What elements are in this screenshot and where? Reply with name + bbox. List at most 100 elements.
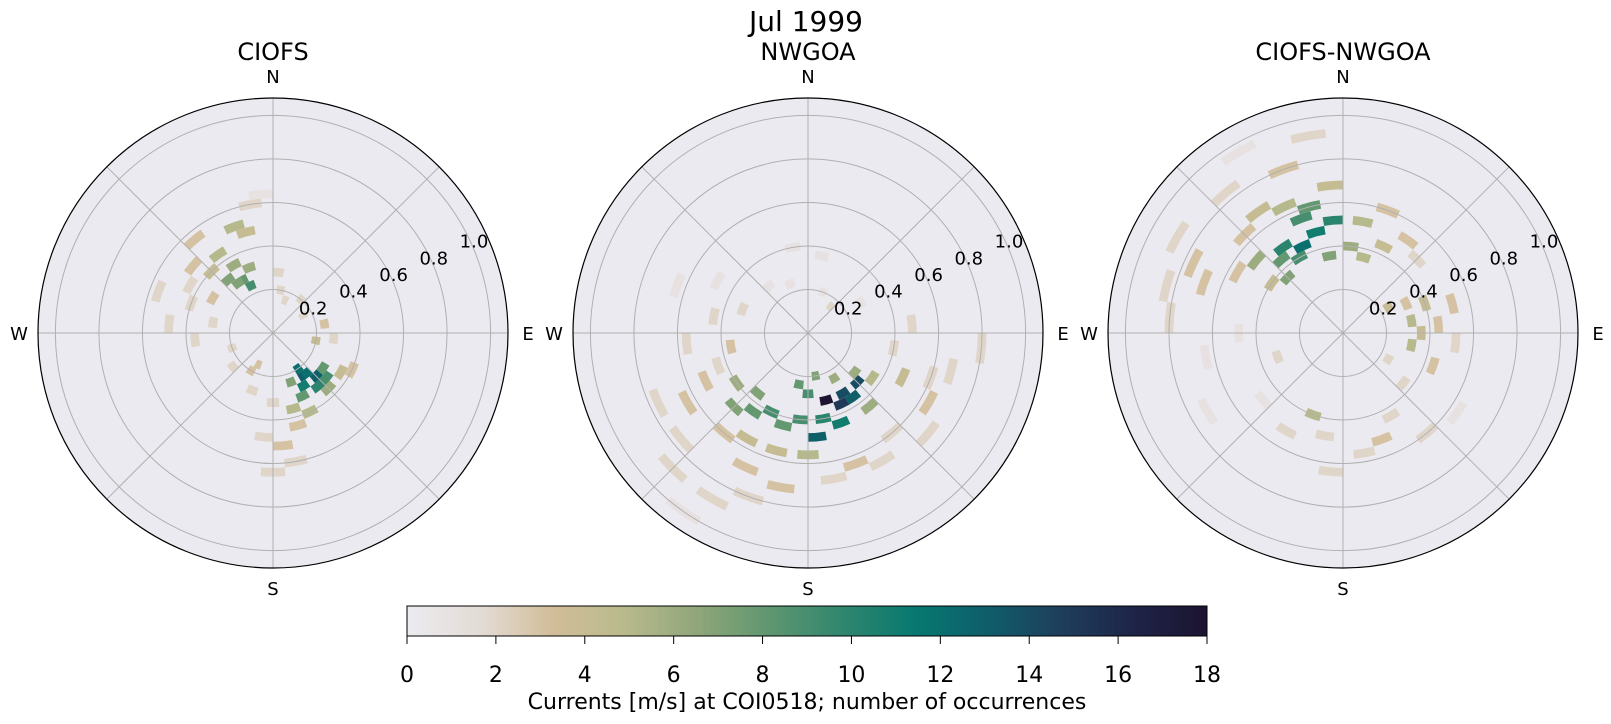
rose-cell — [288, 418, 308, 432]
rose-cell — [749, 385, 766, 401]
rose-cell — [835, 386, 851, 401]
rose-cell — [1381, 407, 1401, 424]
rose-cell — [1446, 400, 1468, 426]
rose-cell — [1316, 180, 1343, 192]
rose-cell — [1271, 349, 1284, 365]
rose-cell — [942, 357, 959, 386]
radial-tick-label: 0.8 — [954, 248, 983, 269]
colorbar-tick-label: 18 — [1193, 663, 1221, 688]
rose-cell — [1275, 422, 1298, 440]
rose-cell — [1228, 260, 1247, 284]
rose-cell — [235, 225, 256, 239]
rose-cell — [1450, 333, 1461, 354]
direction-label-e: E — [1057, 324, 1068, 345]
rose-cell — [708, 307, 720, 326]
rose-cell — [820, 471, 848, 485]
colorbar-tick-label: 12 — [926, 663, 954, 688]
rose-cell — [1406, 313, 1417, 328]
radial-tick-label: 1.0 — [995, 232, 1024, 253]
direction-label-e: E — [1592, 324, 1603, 345]
rose-cell — [854, 295, 868, 310]
radial-tick-label: 0.4 — [874, 282, 903, 303]
rose-cell — [1433, 315, 1444, 333]
rose-cell — [669, 272, 686, 299]
rose-cell — [1382, 353, 1395, 366]
colorbar-tick-label: 14 — [1015, 663, 1043, 688]
colorbar-tick-label: 16 — [1104, 663, 1132, 688]
polar-grid — [37, 97, 509, 569]
rose-cell — [668, 425, 695, 454]
rose-cell — [151, 279, 167, 303]
rose-cell — [1195, 268, 1213, 296]
rose-cell — [697, 370, 714, 392]
rose-cell — [695, 486, 729, 511]
polar-panel-ciofs-nwgoa: CIOFS-NWGOA N E S W 0.2 0.4 0.6 0.8 1.0 — [1080, 38, 1604, 600]
rose-cell — [677, 390, 698, 416]
rose-cell — [1353, 446, 1376, 459]
rose-cell — [225, 258, 242, 273]
colorbar-tick-label: 6 — [667, 663, 681, 688]
rose-cell — [736, 301, 749, 317]
polar-outer-border — [37, 97, 509, 569]
polar-grid — [1107, 97, 1579, 569]
rose-cell — [183, 256, 203, 276]
rose-cell — [295, 389, 310, 403]
colorbar-gradient — [406, 605, 1208, 637]
polar-outer-border — [572, 97, 1044, 569]
rose-cell — [1183, 248, 1204, 278]
direction-label-e: E — [522, 324, 533, 345]
rose-cell — [1305, 225, 1326, 239]
rose-cell — [764, 443, 788, 458]
radial-tick-label: 0.2 — [299, 298, 328, 319]
direction-label-s: S — [1337, 579, 1348, 600]
rose-cell — [711, 356, 726, 376]
angular-grid-line — [1342, 332, 1510, 500]
rose-cell — [220, 272, 236, 287]
rose-cell — [918, 390, 939, 416]
rose-cell — [831, 415, 851, 430]
panel-title: CIOFS — [237, 38, 308, 66]
rose-cell — [207, 316, 219, 329]
radial-tick-label: 0.8 — [1489, 248, 1518, 269]
rose-cell — [709, 270, 727, 291]
rose-cell — [1197, 397, 1219, 426]
rose-cell — [245, 384, 259, 397]
radial-tick-label: 0.2 — [834, 298, 863, 319]
rose-cell — [253, 359, 263, 370]
rose-cell — [241, 261, 257, 274]
rose-cell — [860, 397, 879, 415]
rose-cell — [1371, 431, 1393, 447]
rose-cell — [1246, 249, 1267, 271]
rose-cell — [310, 379, 326, 394]
rose-cell — [784, 278, 796, 290]
rose-cell — [1289, 211, 1313, 227]
polar-outer-border — [1107, 97, 1579, 569]
angular-grid-line — [1342, 166, 1510, 334]
angular-grid-line — [272, 332, 440, 500]
rose-cell — [1290, 129, 1326, 144]
polar-panel-nwgoa: NWGOA N E S W 0.2 0.4 0.6 0.8 1.0 — [545, 38, 1069, 600]
direction-label-n: N — [266, 67, 279, 88]
rose-cell — [906, 314, 917, 333]
rose-cell — [1425, 356, 1440, 376]
rose-cell — [1253, 390, 1273, 410]
rose-cell — [319, 370, 334, 386]
rose-cell — [1355, 251, 1372, 264]
rose-cell — [648, 388, 669, 418]
rose-cell — [894, 367, 911, 388]
rose-cell — [1220, 139, 1257, 166]
rose-cell — [231, 276, 245, 290]
rose-cell — [296, 379, 311, 393]
rose-cell — [244, 279, 257, 292]
angular-grid-line — [807, 332, 975, 500]
rose-cell — [743, 403, 763, 420]
rose-cell — [808, 431, 827, 442]
rose-cell — [1165, 220, 1190, 254]
panel-title: CIOFS-NWGOA — [1255, 38, 1431, 66]
rose-cell — [1314, 429, 1335, 442]
angular-grid-line — [272, 166, 440, 334]
rose-cell — [665, 496, 702, 526]
angular-grid-line — [106, 332, 274, 500]
rose-cell — [731, 457, 759, 477]
